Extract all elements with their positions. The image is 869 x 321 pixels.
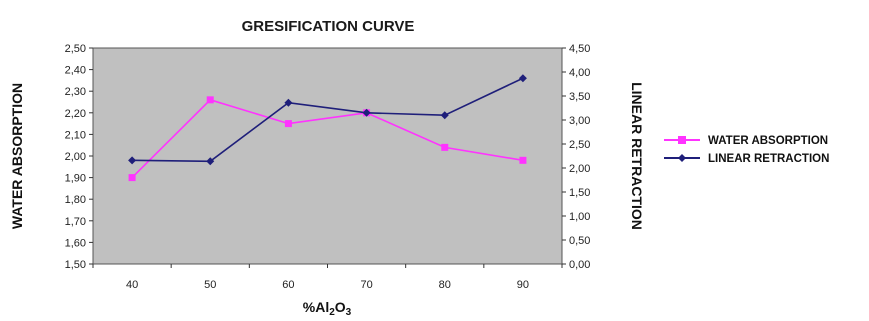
x-tick-label: 90 xyxy=(517,279,529,291)
data-point-water-absorption xyxy=(519,156,527,164)
left-tick-label: 1,80 xyxy=(65,194,86,206)
right-tick-label: 0,50 xyxy=(569,235,590,247)
right-tick-label: 4,00 xyxy=(569,67,590,79)
data-point-linear-retraction xyxy=(362,108,371,117)
legend-label-linear-retraction: LINEAR RETRACTION xyxy=(708,153,829,165)
right-tick-label: 1,00 xyxy=(569,211,590,223)
data-point-linear-retraction xyxy=(440,111,449,120)
data-point-water-absorption xyxy=(284,120,292,128)
legend: WATER ABSORPTION LINEAR RETRACTION xyxy=(664,135,829,165)
series-layer xyxy=(128,74,527,182)
x-axis-title: %Al2O3 xyxy=(303,299,352,318)
legend-marker-water-absorption xyxy=(678,136,686,144)
x-tick-label: 40 xyxy=(126,279,138,291)
data-point-water-absorption xyxy=(128,174,136,182)
data-point-linear-retraction xyxy=(128,156,137,165)
right-tick-label: 2,00 xyxy=(569,163,590,175)
right-axis-title: LINEAR RETRACTION xyxy=(629,82,645,230)
x-tick-label: 50 xyxy=(204,279,216,291)
left-tick-label: 2,30 xyxy=(65,86,86,98)
series-line-linear-retraction xyxy=(132,77,524,163)
left-axis: 1,50 1,60 1,70 1,80 1,90 2,00 2,10 2,20 2,30 2,40… xyxy=(65,43,93,271)
left-tick-label: 1,70 xyxy=(65,216,86,228)
left-tick-label: 1,50 xyxy=(65,259,86,271)
right-tick-label: 4,50 xyxy=(569,43,590,55)
data-point-water-absorption xyxy=(441,143,449,151)
left-tick-label: 1,60 xyxy=(65,237,86,249)
right-tick-label: 1,50 xyxy=(569,187,590,199)
x-tick-label: 70 xyxy=(360,279,372,291)
right-axis: 0,00 0,50 1,00 1,50 2,00 2,50 3,00 3,50 4,00 4,50 xyxy=(562,43,590,271)
right-tick-label: 2,50 xyxy=(569,139,590,151)
x-axis: 40 50 60 70 80 90 xyxy=(92,264,563,291)
data-point-water-absorption xyxy=(206,96,214,104)
right-tick-label: 0,00 xyxy=(569,259,590,271)
data-point-linear-retraction xyxy=(518,74,527,83)
data-point-linear-retraction xyxy=(206,157,215,166)
left-tick-label: 2,00 xyxy=(65,151,86,163)
series-line-water-absorption xyxy=(131,98,524,179)
legend-marker-linear-retraction xyxy=(678,154,686,162)
right-tick-label: 3,00 xyxy=(569,115,590,127)
data-point-linear-retraction xyxy=(284,98,293,107)
plot-area xyxy=(92,47,563,265)
legend-label-water-absorption: WATER ABSORPTION xyxy=(708,135,828,147)
left-tick-label: 1,90 xyxy=(65,173,86,185)
left-tick-label: 2,10 xyxy=(65,129,86,141)
x-tick-label: 80 xyxy=(439,279,451,291)
x-tick-label: 60 xyxy=(282,279,294,291)
left-tick-label: 2,40 xyxy=(65,65,86,77)
right-tick-label: 3,50 xyxy=(569,91,590,103)
left-tick-label: 2,20 xyxy=(65,108,86,120)
left-tick-label: 2,50 xyxy=(65,43,86,55)
chart-title: GRESIFICATION CURVE xyxy=(242,18,415,35)
left-axis-title: WATER ABSORPTION xyxy=(9,83,25,229)
